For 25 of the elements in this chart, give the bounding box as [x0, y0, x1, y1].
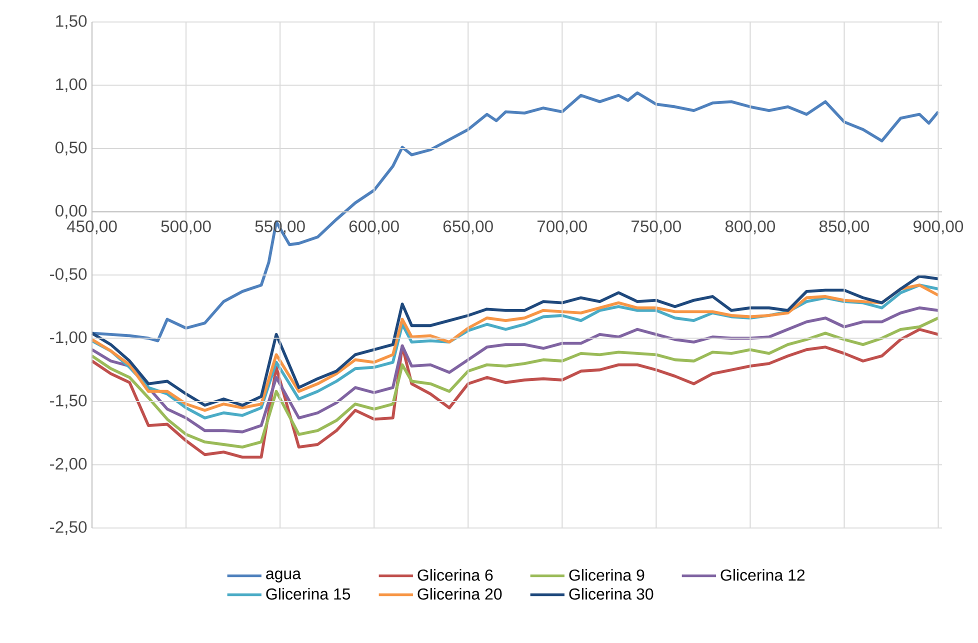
- legend-label: Glicerina 6: [418, 569, 493, 581]
- y-tick-label: -1,00: [50, 331, 87, 346]
- x-tick-label: 650,00: [443, 220, 493, 234]
- y-tick-label: -1,50: [50, 394, 87, 408]
- legend-label: Glicerina 30: [569, 588, 654, 600]
- x-tick-label: 700,00: [538, 220, 587, 234]
- legend-label: Glicerina 9: [569, 569, 644, 581]
- y-tick-label: 1,00: [56, 78, 87, 92]
- y-tick-label: -2,00: [50, 458, 87, 472]
- x-tick-label: 750,00: [632, 220, 681, 234]
- y-tick-label: -2,50: [50, 521, 87, 535]
- x-tick-label: 850,00: [819, 220, 870, 234]
- x-tick-label: 600,00: [349, 220, 399, 234]
- legend-label: Glicerina 15: [266, 588, 350, 600]
- y-tick-label: 0,00: [56, 204, 87, 219]
- x-tick-label: 800,00: [725, 220, 776, 234]
- x-tick-label: 900,00: [914, 220, 964, 234]
- legend-label: agua: [266, 570, 302, 582]
- y-tick-label: -0,50: [50, 268, 87, 282]
- x-tick-label: 500,00: [161, 220, 211, 234]
- y-tick-label: 0,50: [56, 142, 87, 156]
- legend-label: Glicerina 20: [418, 588, 502, 600]
- y-tick-label: 1,50: [56, 15, 87, 29]
- x-tick-label: 450,00: [66, 220, 117, 234]
- legend-label: Glicerina 12: [720, 569, 805, 581]
